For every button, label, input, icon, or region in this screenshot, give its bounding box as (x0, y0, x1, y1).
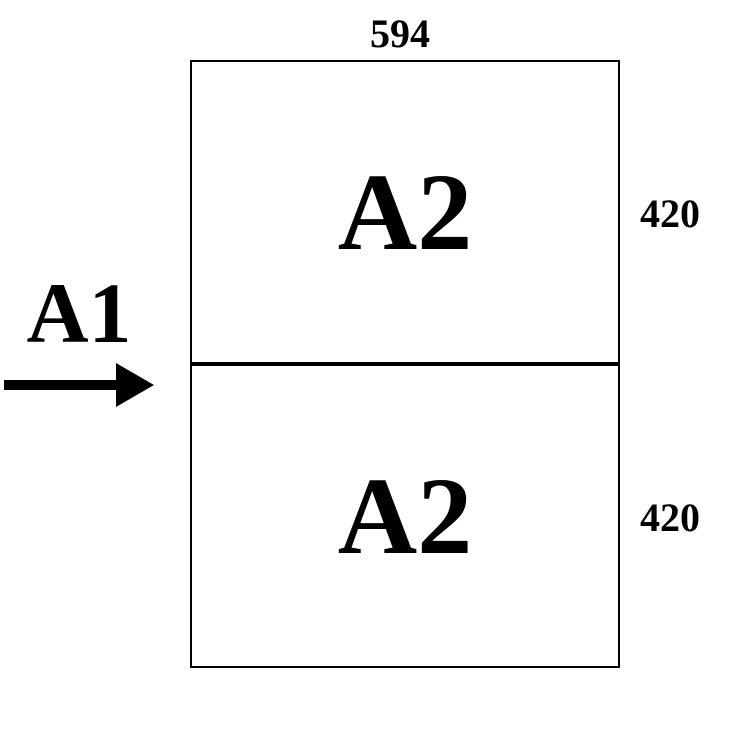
a1-pointer-group: A1 (4, 270, 154, 410)
dim-width-594: 594 (370, 10, 430, 57)
box-a2-top-label: A2 (338, 157, 472, 267)
dim-height-420-bottom: 420 (640, 494, 700, 541)
dim-height-420-top: 420 (640, 190, 700, 237)
box-a2-bottom-label: A2 (338, 461, 472, 571)
box-a2-bottom: A2 (190, 364, 620, 668)
a1-label: A1 (4, 270, 154, 356)
diagram-canvas: A1 A2 A2 594 420 420 (0, 0, 744, 740)
box-a2-top: A2 (190, 60, 620, 364)
arrow-right-icon (4, 360, 154, 410)
